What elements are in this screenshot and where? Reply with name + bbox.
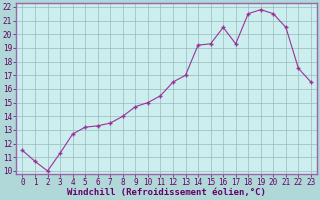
X-axis label: Windchill (Refroidissement éolien,°C): Windchill (Refroidissement éolien,°C) bbox=[67, 188, 266, 197]
